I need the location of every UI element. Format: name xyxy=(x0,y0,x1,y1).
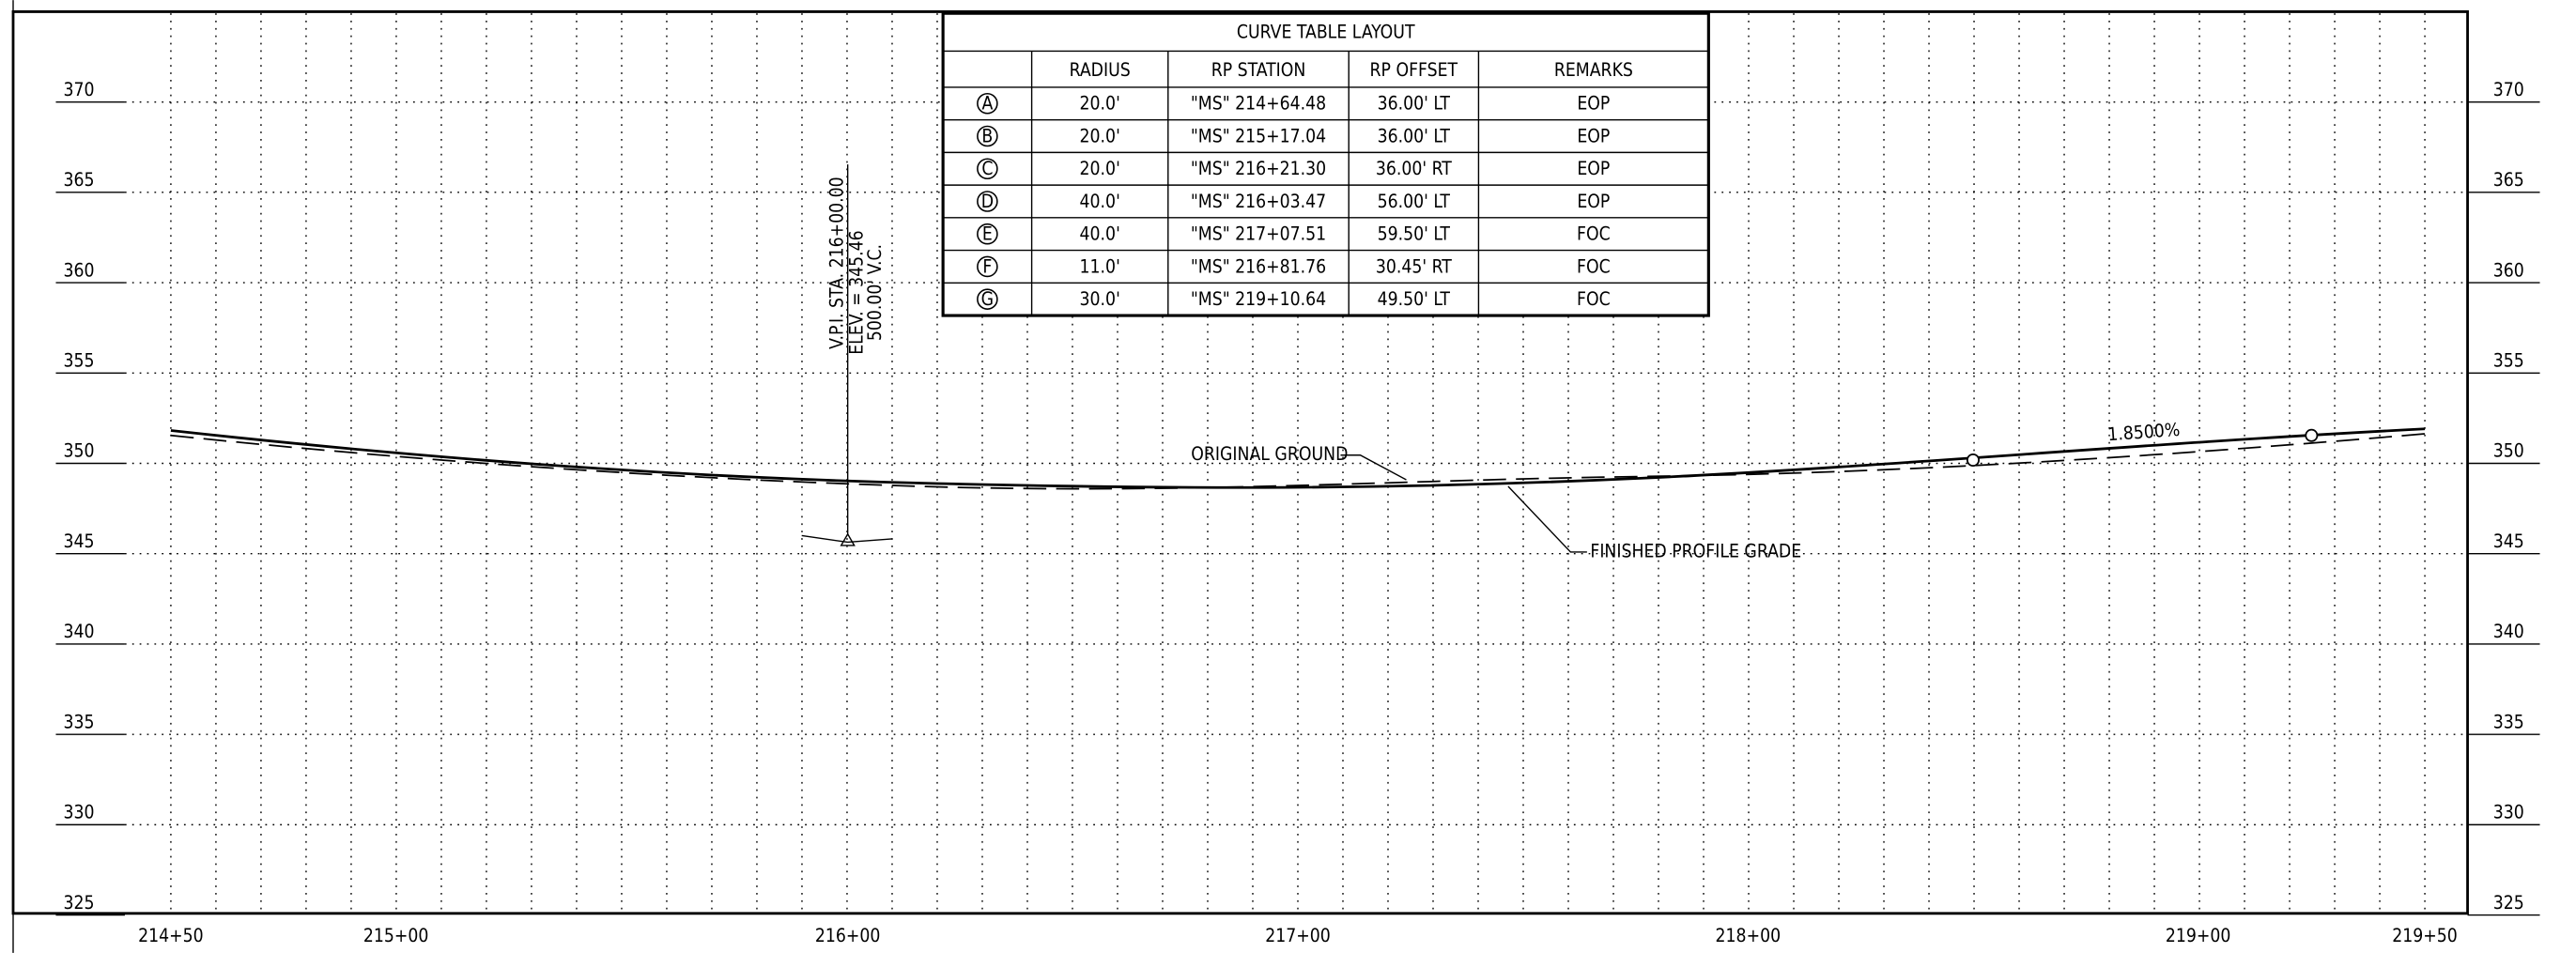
table-cell: EOP xyxy=(1577,191,1610,212)
table-cell: "MS" 214+64.48 xyxy=(1191,93,1326,115)
elevation-label: 325 xyxy=(2493,892,2524,914)
station-label: 215+00 xyxy=(363,925,429,946)
table-cell: EOP xyxy=(1577,93,1610,115)
elevation-label: 330 xyxy=(2493,802,2524,823)
station-label: 218+00 xyxy=(1716,925,1782,946)
vpi-text: V.P.I. STA. 216+00.00 xyxy=(826,177,848,348)
vpi-text: 500.00' V.C. xyxy=(864,244,886,341)
elevation-label: 350 xyxy=(2493,440,2524,462)
table-cell: "MS" 219+10.64 xyxy=(1191,288,1326,310)
table-cell: 11.0' xyxy=(1080,255,1120,277)
elevation-label: 325 xyxy=(63,892,94,914)
table-cell: FOC xyxy=(1577,288,1611,310)
curve-id-circle xyxy=(977,92,998,115)
elevation-label: 355 xyxy=(2493,350,2524,372)
elevation-label: 335 xyxy=(2493,711,2524,732)
table-cell: 59.50' LT xyxy=(1378,223,1451,245)
curve-table: CURVE TABLE LAYOUT RADIUS RP STATION RP OF… xyxy=(941,11,1710,317)
station-label: 219+50 xyxy=(2392,925,2458,946)
curve-id-circle xyxy=(977,191,998,212)
table-cell: 40.0' xyxy=(1080,191,1120,212)
table-cell: "MS" 216+21.30 xyxy=(1191,158,1326,179)
elevation-label: 370 xyxy=(63,79,94,100)
elevation-label: 340 xyxy=(2493,621,2524,642)
elevation-label: 345 xyxy=(63,530,94,552)
table-cell: 40.0' xyxy=(1080,223,1120,245)
table-cell: EOP xyxy=(1577,158,1610,179)
table-cell: 20.0' xyxy=(1080,93,1120,115)
elevation-label: 330 xyxy=(63,802,94,823)
table-cell: FOC xyxy=(1577,255,1611,277)
table-cell: 36.00' RT xyxy=(1376,158,1452,179)
table-cell: "MS" 215+17.04 xyxy=(1191,125,1326,146)
curve-id: E xyxy=(982,223,993,245)
grade-point xyxy=(2305,428,2319,442)
station-label: 216+00 xyxy=(815,925,881,946)
curve-id: A xyxy=(981,93,993,115)
elevation-label: 365 xyxy=(2493,169,2524,191)
elevation-label: 355 xyxy=(63,350,94,372)
curve-id-circle xyxy=(977,288,998,310)
elevation-label: 340 xyxy=(63,621,94,642)
station-label: 217+00 xyxy=(1265,925,1331,946)
table-cell: 56.00' LT xyxy=(1378,191,1451,212)
curve-id: F xyxy=(982,255,992,277)
table-cell: 49.50' LT xyxy=(1378,288,1451,310)
table-border xyxy=(941,11,1710,317)
grid: 370 370 365 365 360 360 355 355 350 350 345 345 340 3… xyxy=(55,13,2540,916)
elevation-label: 360 xyxy=(2493,259,2524,281)
curve-id-circle xyxy=(977,223,998,245)
finished-grade-line xyxy=(170,427,2426,489)
finished-grade-label: FINISHED PROFILE GRADE xyxy=(1590,540,1801,561)
curve-id: D xyxy=(981,191,994,212)
table-cell: "MS" 216+81.76 xyxy=(1191,255,1326,277)
curve-id: G xyxy=(981,288,994,310)
curve-id-circle xyxy=(977,255,998,278)
grade-point xyxy=(1966,453,1980,468)
table-title: CURVE TABLE LAYOUT xyxy=(1237,22,1415,43)
elevation-label: 345 xyxy=(2493,530,2524,552)
table-cell: FOC xyxy=(1577,223,1611,245)
station-label: 219+00 xyxy=(2166,925,2231,946)
curve-id-circle xyxy=(977,125,998,147)
vpi-triangle xyxy=(840,532,856,546)
elevation-label: 370 xyxy=(2493,79,2524,100)
curve-id-circle xyxy=(977,158,998,180)
vpi-text: ELEV. = 345.46 xyxy=(846,230,868,354)
original-ground-label: ORIGINAL GROUND xyxy=(1191,443,1348,465)
table-cell: 30.45' RT xyxy=(1376,255,1452,277)
table-cell: 36.00' LT xyxy=(1378,93,1451,115)
elevation-label: 350 xyxy=(63,440,94,462)
curve-id: B xyxy=(981,125,993,146)
table-header: RP OFFSET xyxy=(1370,59,1458,81)
elevation-label: 335 xyxy=(63,711,94,732)
table-cell: 20.0' xyxy=(1080,125,1120,146)
curve-id: C xyxy=(981,158,993,179)
elevation-label: 360 xyxy=(63,259,94,281)
table-header: RP STATION xyxy=(1211,59,1306,81)
leader xyxy=(1507,485,1587,553)
slope-label: 1.8500% xyxy=(2107,419,2181,445)
vpi-tangents xyxy=(801,534,892,544)
table-cell: "MS" 216+03.47 xyxy=(1191,191,1326,212)
table-header: RADIUS xyxy=(1070,59,1131,81)
table-header: REMARKS xyxy=(1554,59,1633,81)
leader xyxy=(1340,454,1407,481)
table-cell: 36.00' LT xyxy=(1378,125,1451,146)
table-cell: EOP xyxy=(1577,125,1610,146)
table-cell: 30.0' xyxy=(1080,288,1120,310)
station-label: 214+50 xyxy=(138,925,204,946)
table-cell: "MS" 217+07.51 xyxy=(1191,223,1326,245)
vpi-label: V.P.I. STA. 216+00.00 ELEV. = 345.46 500… xyxy=(826,177,886,354)
table-cell: 20.0' xyxy=(1080,158,1120,179)
elevation-label: 365 xyxy=(63,169,94,191)
original-ground-line xyxy=(170,433,2426,490)
